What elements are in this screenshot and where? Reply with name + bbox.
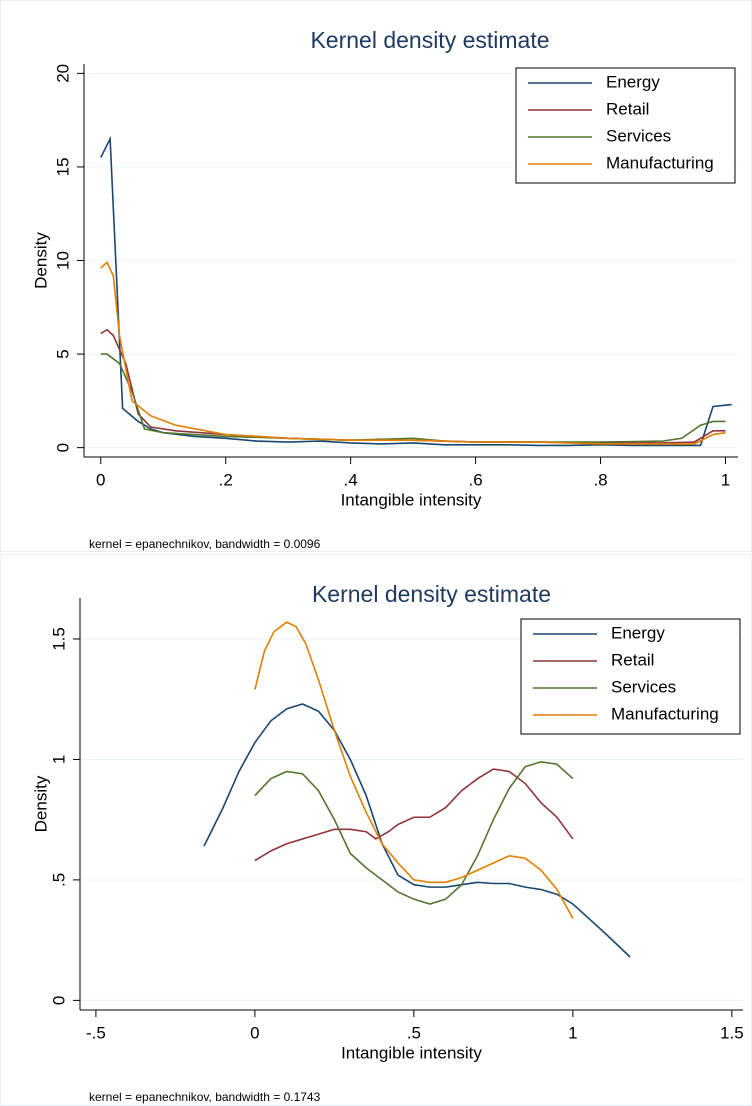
x-axis-title: Intangible intensity bbox=[341, 490, 482, 509]
x-tick-label: 1 bbox=[568, 1023, 577, 1042]
x-tick-label: 0 bbox=[250, 1023, 259, 1042]
x-tick-label: 1.5 bbox=[720, 1023, 744, 1042]
x-tick-label: .5 bbox=[407, 1023, 421, 1042]
x-tick-label: .6 bbox=[469, 470, 483, 489]
legend-label: Services bbox=[611, 677, 676, 696]
legend-label: Manufacturing bbox=[606, 153, 714, 172]
y-axis-title: Density bbox=[31, 775, 50, 832]
y-tick-label: 0 bbox=[49, 996, 68, 1005]
y-tick-label: 1 bbox=[49, 755, 68, 764]
chart-title: Kernel density estimate bbox=[312, 581, 551, 607]
x-tick-label: .2 bbox=[219, 470, 233, 489]
y-tick-label: 10 bbox=[53, 251, 72, 270]
y-tick-label: 1.5 bbox=[49, 627, 68, 651]
note: kernel = epanechnikov, bandwidth = 0.174… bbox=[89, 1090, 321, 1104]
y-tick-label: 0 bbox=[53, 443, 72, 452]
density-line bbox=[100, 135, 732, 447]
legend-label: Manufacturing bbox=[611, 704, 719, 723]
legend-label: Energy bbox=[611, 623, 665, 642]
x-tick-label: 0 bbox=[96, 470, 105, 489]
density-line bbox=[203, 703, 631, 958]
note: kernel = epanechnikov, bandwidth = 0.009… bbox=[89, 537, 321, 551]
chart-title: Kernel density estimate bbox=[310, 27, 549, 53]
density-line bbox=[254, 761, 574, 905]
x-axis-title: Intangible intensity bbox=[341, 1043, 482, 1062]
density-line bbox=[254, 621, 574, 919]
y-tick-label: 5 bbox=[53, 349, 72, 358]
y-tick-label: 20 bbox=[53, 64, 72, 83]
legend-label: Retail bbox=[606, 99, 649, 118]
x-tick-label: -.5 bbox=[86, 1023, 106, 1042]
density-line bbox=[100, 353, 726, 443]
y-axis-title: Density bbox=[31, 232, 50, 289]
density-line bbox=[100, 261, 726, 445]
y-tick-label: .5 bbox=[49, 873, 68, 887]
x-tick-label: .8 bbox=[593, 470, 607, 489]
y-tick-label: 15 bbox=[53, 157, 72, 176]
legend-label: Energy bbox=[606, 72, 660, 91]
x-tick-label: 1 bbox=[721, 470, 730, 489]
legend-label: Retail bbox=[611, 650, 654, 669]
x-tick-label: .4 bbox=[344, 470, 358, 489]
legend-label: Services bbox=[606, 126, 671, 145]
